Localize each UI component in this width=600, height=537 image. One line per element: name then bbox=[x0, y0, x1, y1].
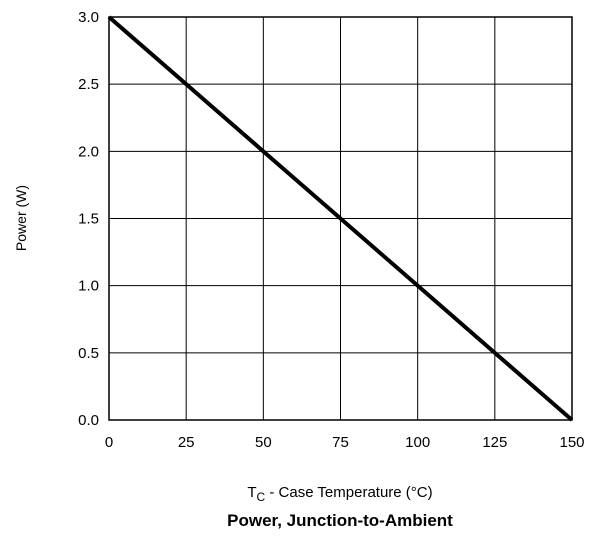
y-tick-labels: 0.0 0.5 1.0 1.5 2.0 2.5 3.0 bbox=[78, 9, 99, 429]
y-tick-label: 2.0 bbox=[78, 143, 99, 160]
x-axis-label: TC - Case Temperature (°C) bbox=[247, 484, 432, 504]
y-axis-label: Power (W) bbox=[13, 185, 29, 251]
y-tick-label: 3.0 bbox=[78, 9, 99, 26]
x-axis-label-rest: - Case Temperature (°C) bbox=[265, 484, 432, 501]
y-tick-label: 1.0 bbox=[78, 278, 99, 295]
y-tick-label: 0.5 bbox=[78, 345, 99, 362]
plot-frame bbox=[108, 16, 573, 421]
chart-title: Power, Junction-to-Ambient bbox=[227, 511, 453, 530]
x-tick-label: 75 bbox=[332, 434, 349, 451]
x-tick-label: 0 bbox=[105, 434, 113, 451]
x-axis-label-subscript: C bbox=[257, 490, 266, 504]
x-tick-label: 100 bbox=[405, 434, 430, 451]
x-tick-label: 50 bbox=[255, 434, 272, 451]
x-tick-label: 150 bbox=[559, 434, 584, 451]
x-tick-label: 25 bbox=[178, 434, 195, 451]
y-tick-label: 1.5 bbox=[78, 211, 99, 228]
x-tick-label: 125 bbox=[482, 434, 507, 451]
x-tick-labels: 0 25 50 75 100 125 150 bbox=[105, 434, 585, 451]
x-axis-label-main: T bbox=[247, 484, 256, 501]
series-layer bbox=[107, 15, 574, 422]
series-line-0 bbox=[107, 15, 574, 422]
y-tick-label: 2.5 bbox=[78, 76, 99, 93]
y-tick-label: 0.0 bbox=[78, 412, 99, 429]
